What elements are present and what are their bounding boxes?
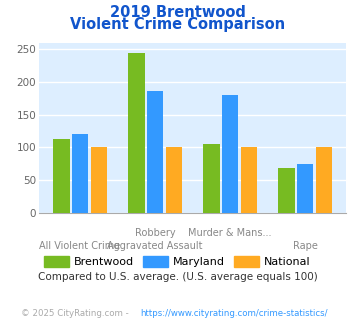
Text: Compared to U.S. average. (U.S. average equals 100): Compared to U.S. average. (U.S. average … (38, 272, 317, 282)
Text: Murder & Mans...: Murder & Mans... (189, 228, 272, 238)
Text: All Violent Crime: All Violent Crime (39, 241, 121, 251)
Bar (72, 134, 88, 213)
Text: Violent Crime Comparison: Violent Crime Comparison (70, 16, 285, 31)
Bar (278, 168, 295, 213)
Bar (241, 148, 257, 213)
Legend: Brentwood, Maryland, National: Brentwood, Maryland, National (40, 251, 315, 272)
Bar (203, 144, 220, 213)
Text: Rape: Rape (293, 241, 318, 251)
Bar (297, 164, 313, 213)
Bar (91, 148, 107, 213)
Bar (53, 139, 70, 213)
Bar (128, 53, 144, 213)
Bar (316, 148, 332, 213)
Text: 2019 Brentwood: 2019 Brentwood (110, 5, 245, 20)
Text: Aggravated Assault: Aggravated Assault (107, 241, 203, 251)
Bar (165, 148, 182, 213)
Bar (147, 91, 163, 213)
Text: Robbery: Robbery (135, 228, 175, 238)
Text: https://www.cityrating.com/crime-statistics/: https://www.cityrating.com/crime-statist… (140, 309, 328, 317)
Text: © 2025 CityRating.com -: © 2025 CityRating.com - (21, 309, 132, 317)
Bar (222, 95, 238, 213)
